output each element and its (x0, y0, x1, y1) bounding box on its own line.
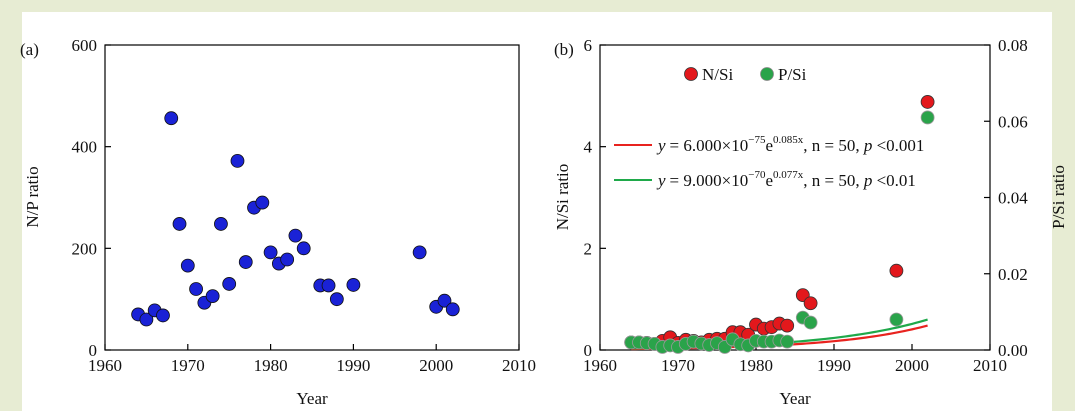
chart-b-point-psi (803, 315, 818, 330)
chart-a-point (263, 245, 278, 260)
chart-a-xtick-label: 1970 (171, 356, 205, 375)
chart-a-point (205, 289, 220, 304)
chart-a-ytick-label: 200 (72, 239, 98, 258)
chart-b-point-psi (780, 334, 795, 349)
chart-a-ticks: 1960 1970 1980 1990 2000 2010 0 200 400 600 (72, 36, 537, 375)
chart-a-point (412, 245, 427, 260)
chart-b-y2tick-label: 0.08 (998, 36, 1028, 55)
fit-equation-nsi-text: y = 6.000×10−75e0.085x, n = 50, p <0.001 (656, 134, 924, 155)
chart-b-point-nsi (803, 296, 818, 311)
chart-a-xtick-label: 2000 (419, 356, 453, 375)
chart-a-points (131, 111, 460, 327)
chart-a-point (445, 302, 460, 317)
chart-b: (b) 1960 1970 1980 1990 2000 2010 0 2 4 6 0.00 0.02… (553, 36, 1068, 408)
chart-a-point (346, 278, 361, 292)
chart-b-point-nsi (780, 318, 795, 333)
chart-b-point-nsi (889, 263, 904, 278)
chart-b-xtick-label: 2010 (973, 356, 1007, 375)
chart-b-y2tick-label: 0.00 (998, 341, 1028, 360)
chart-b-point-psi (889, 312, 904, 327)
chart-a-xlabel: Year (296, 389, 328, 408)
legend-label-psi: P/Si (778, 65, 807, 84)
chart-b-ticks: 1960 1970 1980 1990 2000 2010 0 2 4 6 0.00 0.02 0.04… (583, 36, 1028, 375)
chart-b-panel-label: (b) (554, 40, 574, 59)
chart-b-ytick-label: 2 (584, 239, 593, 258)
chart-b-xtick-label: 2000 (895, 356, 929, 375)
chart-a: (a) 1960 1970 1980 1990 2000 2010 0 200 400 600 Y… (20, 36, 536, 408)
chart-a-point (164, 111, 179, 126)
chart-a-point (329, 292, 344, 307)
chart-b-y2label: P/Si ratio (1049, 165, 1068, 229)
chart-b-xtick-label: 1960 (583, 356, 617, 375)
chart-a-ylabel: N/P ratio (23, 166, 42, 227)
chart-a-point (280, 252, 295, 267)
chart-b-xtick-label: 1980 (739, 356, 773, 375)
fit-equation-psi-text: y = 9.000×10−70e0.077x, n = 50, p <0.01 (656, 169, 916, 190)
chart-b-xtick-label: 1990 (817, 356, 851, 375)
chart-a-panel-label: (a) (20, 40, 39, 59)
chart-a-point (230, 153, 245, 168)
chart-b-xlabel: Year (779, 389, 811, 408)
chart-b-legend: N/Si P/Si (684, 65, 807, 84)
chart-a-point (437, 293, 452, 308)
chart-b-point-psi (920, 110, 935, 125)
chart-a-point (321, 278, 336, 293)
chart-b-y2tick-label: 0.02 (998, 265, 1028, 284)
chart-b-ylabel: N/Si ratio (553, 164, 572, 231)
legend-marker-nsi (684, 67, 698, 81)
chart-b-ytick-label: 6 (584, 36, 593, 55)
chart-b-y2tick-label: 0.04 (998, 189, 1028, 208)
chart-a-point (189, 282, 203, 296)
figure-panel (22, 12, 1052, 411)
chart-a-point (156, 308, 170, 323)
chart-b-y2tick-label: 0.06 (998, 112, 1028, 131)
legend-marker-psi (760, 67, 774, 81)
chart-a-point (288, 228, 303, 243)
chart-b-point-nsi (920, 95, 935, 109)
chart-b-points (624, 95, 935, 354)
chart-b-ytick-label: 0 (584, 341, 593, 360)
chart-b-ytick-label: 4 (584, 138, 593, 157)
chart-a-xtick-label: 1960 (88, 356, 122, 375)
chart-a-point (296, 241, 311, 256)
chart-a-xtick-label: 1980 (254, 356, 288, 375)
legend-label-nsi: N/Si (702, 65, 733, 84)
chart-a-point (255, 195, 270, 210)
chart-a-point (238, 255, 253, 269)
fit-equation-psi: y = 9.000×10−70e0.077x, n = 50, p <0.01 (614, 169, 916, 190)
chart-a-xtick-label: 1990 (336, 356, 370, 375)
chart-a-ytick-label: 0 (89, 341, 98, 360)
fit-equation-nsi: y = 6.000×10−75e0.085x, n = 50, p <0.001 (614, 134, 924, 155)
chart-a-point (214, 217, 228, 231)
chart-a-point (222, 277, 237, 291)
chart-a-point (139, 312, 154, 327)
chart-b-xtick-label: 1970 (661, 356, 695, 375)
chart-a-plot-frame (104, 44, 520, 351)
chart-a-xtick-label: 2010 (502, 356, 536, 375)
chart-a-point (172, 217, 187, 231)
chart-a-ytick-label: 600 (72, 36, 98, 55)
chart-a-point (180, 258, 195, 273)
chart-a-ytick-label: 400 (72, 138, 98, 157)
